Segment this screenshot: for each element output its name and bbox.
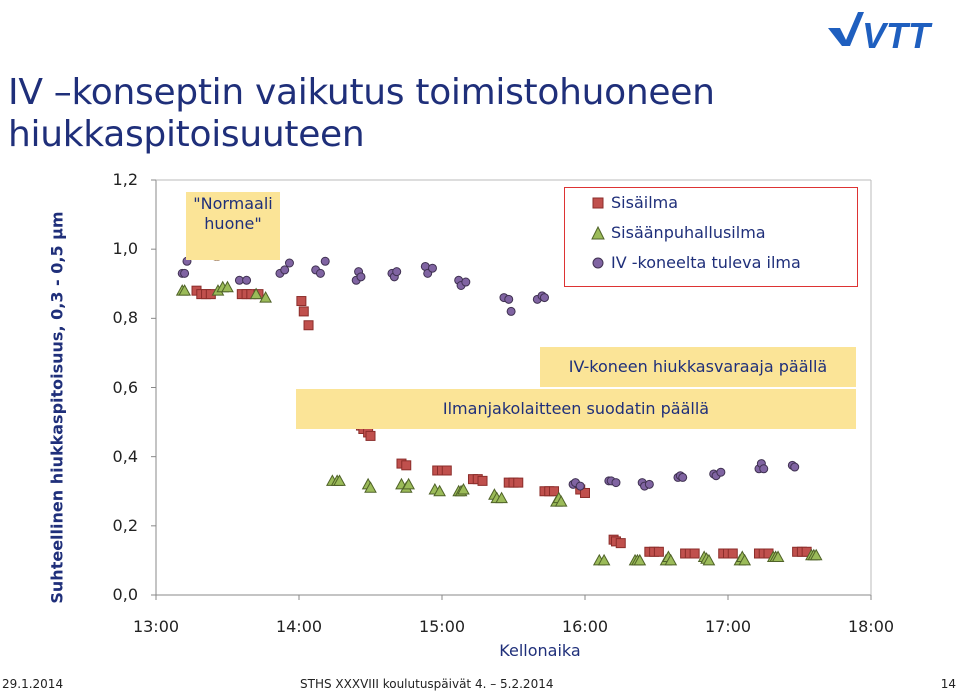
sisaanpuhallusilma-point xyxy=(433,484,446,497)
sisailma-point xyxy=(477,475,488,486)
sisaanpuhallusilma-point xyxy=(402,477,415,490)
iv-point xyxy=(461,277,471,287)
logo-swoosh-icon xyxy=(828,12,864,46)
y-tick-label: 0,8 xyxy=(112,308,138,327)
iv-point xyxy=(611,478,621,488)
title-line-2: hiukkaspitoisuuteen xyxy=(8,114,365,155)
sisaanpuhallusilma-point xyxy=(178,284,191,296)
x-tick-label: 16:00 xyxy=(561,617,609,636)
y-tick-label: 0,2 xyxy=(112,516,138,535)
iv-point xyxy=(315,268,325,278)
y-tick-label: 1,0 xyxy=(112,239,138,258)
sisaanpuhallusilma-point xyxy=(771,550,785,562)
sisaanpuhallusilma-point xyxy=(664,553,678,566)
iv-point xyxy=(427,263,437,273)
slide-title: IV –konseptin vaikutus toimistohuoneen h… xyxy=(8,72,808,156)
sisailma-point xyxy=(653,546,664,557)
sisailma-point xyxy=(441,465,452,476)
annotation-normal-room: "Normaali huone" xyxy=(186,192,280,260)
x-tick-label: 18:00 xyxy=(847,617,895,636)
iv-point xyxy=(320,256,330,266)
sisailma-point xyxy=(727,548,738,559)
annotation-normal-room-line1: "Normaali xyxy=(193,194,273,213)
logo-text: VTT xyxy=(862,15,933,52)
x-axis-label: Kellonaika xyxy=(499,641,581,660)
sisaanpuhallusilma-point xyxy=(457,482,470,495)
sisaanpuhallusilma-point xyxy=(333,474,346,486)
sisailma-point xyxy=(615,538,626,549)
x-tick-label: 15:00 xyxy=(418,617,466,636)
sisaanpuhallusilma-point xyxy=(364,481,377,493)
sisailma-point xyxy=(296,296,307,307)
y-tick-label: 0,0 xyxy=(112,585,138,604)
sisaanpuhallusilma-point xyxy=(554,495,568,507)
sisaanpuhallusilma-point xyxy=(702,553,716,566)
footer-date: 29.1.2014 xyxy=(2,677,64,691)
iv-point xyxy=(644,479,654,489)
iv-point xyxy=(356,272,366,282)
sisailma-point xyxy=(689,548,700,559)
iv-point xyxy=(242,275,252,285)
annotation-filter-on: Ilmanjakolaitteen suodatin päällä xyxy=(296,389,856,429)
iv-point xyxy=(575,481,585,491)
iv-point xyxy=(180,268,190,278)
iv-point xyxy=(539,293,549,303)
footer-event: STHS XXXVIII koulutuspäivät 4. – 5.2.201… xyxy=(300,677,554,691)
iv-point xyxy=(506,306,516,316)
legend-circle-icon xyxy=(592,257,604,269)
iv-point xyxy=(678,472,688,482)
sisailma-point xyxy=(298,306,309,317)
iv-point xyxy=(280,265,290,275)
y-tick-label: 1,2 xyxy=(112,170,138,189)
legend-triangle-icon xyxy=(591,226,605,240)
legend-label-sisailma: Sisäilma xyxy=(611,193,679,212)
sisaanpuhallusilma-point xyxy=(221,280,234,293)
footer-page-number: 14 xyxy=(940,677,956,691)
sisaanpuhallusilma-point xyxy=(249,287,263,300)
sisaanpuhallusilma-point xyxy=(259,291,272,303)
sisailma-point xyxy=(513,477,524,488)
sisaanpuhallusilma-point xyxy=(597,553,611,566)
sisaanpuhallusilma-point xyxy=(633,553,647,566)
title-line-1: IV –konseptin vaikutus toimistohuoneen xyxy=(8,72,715,113)
sisailma-point xyxy=(580,487,590,498)
x-tick-label: 13:00 xyxy=(132,617,180,636)
sisaanpuhallusilma-point xyxy=(495,491,508,504)
sisaanpuhallusilma-point xyxy=(738,553,752,566)
y-tick-label: 0,6 xyxy=(112,378,138,397)
iv-point xyxy=(392,267,402,277)
iv-point xyxy=(504,294,514,304)
annotation-charger-on: IV-koneen hiukkasvaraaja päällä xyxy=(540,347,856,387)
legend-label-iv: IV -koneelta tuleva ilma xyxy=(611,253,801,272)
chart-legend: Sisäilma Sisäänpuhallusilma IV -koneelta… xyxy=(564,187,858,287)
annotation-normal-room-line2: huone" xyxy=(204,214,262,233)
x-tick-label: 17:00 xyxy=(704,617,752,636)
iv-point xyxy=(284,258,294,268)
sisailma-point xyxy=(549,486,560,497)
y-tick-label: 0,4 xyxy=(112,447,138,466)
sisailma-point xyxy=(303,320,314,331)
legend-square-icon xyxy=(592,197,604,209)
sisailma-point xyxy=(401,460,412,471)
vtt-logo: VTT xyxy=(828,12,933,52)
x-tick-label: 14:00 xyxy=(275,617,323,636)
sisailma-point xyxy=(365,430,376,441)
iv-point xyxy=(759,464,769,474)
iv-point xyxy=(716,467,726,477)
iv-point xyxy=(790,462,800,472)
sisaanpuhallusilma-point xyxy=(809,548,823,561)
legend-label-sisaanpuhallusilma: Sisäänpuhallusilma xyxy=(611,223,766,242)
